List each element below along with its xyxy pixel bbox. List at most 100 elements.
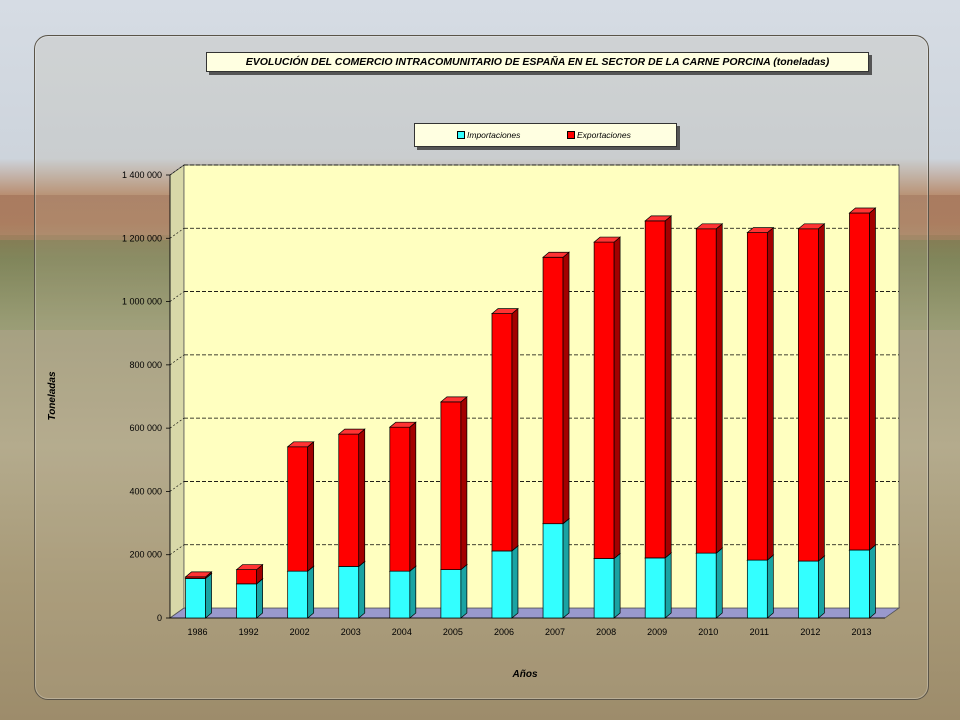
bar-exports-top (286, 441, 315, 448)
x-tick-label: 2008 (596, 627, 616, 637)
bar-exports-top (388, 421, 417, 428)
bar-exports-top (644, 215, 673, 222)
bar-exports (338, 433, 360, 567)
bar-exports (746, 232, 768, 561)
bar-imports (644, 557, 666, 619)
bar-exports-side (511, 307, 519, 552)
bar-imports (185, 578, 206, 619)
bar-exports (849, 212, 870, 551)
bar-imports-side (511, 545, 519, 619)
bar-imports-side (766, 554, 774, 619)
x-tick-label: 2005 (443, 627, 463, 637)
bar-imports (849, 549, 870, 619)
bar-exports-top (542, 251, 571, 258)
y-axis-title: Toneladas (47, 371, 58, 421)
legend-item-imports: Importaciones (457, 130, 520, 140)
bar-imports (798, 560, 819, 619)
bar-exports (491, 313, 513, 552)
bar-imports-side (205, 572, 212, 619)
bar-imports (440, 569, 462, 619)
legend-swatch-imports (457, 131, 465, 139)
y-tick-label: 800 000 (129, 360, 162, 370)
bar-imports-side (562, 517, 570, 619)
bar-imports-side (307, 565, 315, 619)
x-tick-label: 1992 (239, 627, 259, 637)
bar-exports (440, 401, 462, 570)
bar-exports-side (409, 421, 417, 572)
bar-exports-side (664, 215, 672, 559)
legend-item-exports: Exportaciones (567, 130, 631, 140)
y-tick-label: 1 200 000 (122, 233, 162, 243)
y-tick-label: 0 (157, 613, 162, 623)
bar-imports-side (409, 565, 417, 619)
bar-exports-top (797, 223, 826, 230)
x-tick-label: 1986 (188, 627, 208, 637)
bar-imports-side (715, 547, 723, 619)
bar-imports-side (869, 544, 876, 619)
bar-imports (593, 558, 615, 619)
bar-exports (593, 241, 615, 559)
chart-title-box: EVOLUCIÓN DEL COMERCIO INTRACOMUNITARIO … (206, 52, 869, 72)
bar-imports-side (818, 555, 825, 619)
bar-imports-side (256, 578, 263, 619)
bar-exports (542, 256, 564, 525)
bar-exports-top (184, 571, 213, 578)
bar-imports (338, 566, 360, 619)
bar-exports-top (746, 227, 775, 233)
bar-exports-side (818, 223, 825, 562)
gridline-side (169, 354, 185, 366)
bar-imports-side (664, 552, 672, 619)
bar-exports-side (460, 396, 468, 571)
bar-exports (695, 228, 717, 554)
bar-exports (798, 228, 819, 562)
bar-imports (746, 559, 768, 619)
bar-imports (236, 583, 257, 619)
bar-imports (491, 550, 513, 619)
bar-exports-side (307, 441, 315, 572)
y-tick-label: 400 000 (129, 486, 162, 496)
gridline-side (169, 417, 185, 429)
bar-exports-top (490, 308, 519, 314)
x-tick-label: 2004 (392, 627, 412, 637)
y-tick-label: 1 400 000 (122, 170, 162, 180)
gridline-side (169, 544, 185, 555)
y-tick-label: 1 000 000 (122, 297, 162, 307)
x-tick-label: 2006 (494, 627, 514, 637)
bar-imports-side (613, 552, 621, 619)
bar-exports-top (848, 207, 877, 214)
bar-exports (644, 220, 666, 559)
bar-exports-side (613, 236, 621, 560)
gridline-side (169, 481, 185, 492)
legend: Importaciones Exportaciones (414, 123, 677, 147)
legend-swatch-exports (567, 131, 575, 139)
bar-imports-side (358, 560, 366, 619)
x-tick-label: 2011 (750, 627, 769, 637)
bar-exports-top (695, 223, 724, 230)
bar-exports-side (715, 223, 723, 554)
bar-exports-top (593, 236, 622, 243)
bar-exports (287, 446, 309, 572)
bar-imports (542, 523, 564, 619)
bar-imports (389, 570, 411, 619)
x-tick-label: 2010 (698, 627, 718, 637)
bar-imports-side (460, 563, 468, 619)
y-tick-label: 200 000 (129, 550, 162, 560)
gridline-side (169, 228, 185, 239)
bar-exports-top (439, 396, 468, 403)
bar-exports (236, 569, 257, 585)
bar-exports-top (235, 564, 264, 570)
bar-imports (695, 552, 717, 619)
bar-imports (287, 570, 309, 619)
chart-title: EVOLUCIÓN DEL COMERCIO INTRACOMUNITARIO … (245, 56, 830, 68)
bar-exports-top (337, 428, 366, 435)
x-tick-label: 2009 (647, 627, 667, 637)
bar-exports-side (869, 207, 876, 551)
y-tick-label: 600 000 (129, 423, 162, 433)
plot-floor (168, 607, 901, 619)
gridline-side (169, 164, 185, 176)
x-tick-label: 2007 (545, 627, 565, 637)
bar-exports (389, 426, 411, 572)
x-tick-label: 2003 (341, 627, 361, 637)
x-axis-title: Años (512, 669, 538, 680)
